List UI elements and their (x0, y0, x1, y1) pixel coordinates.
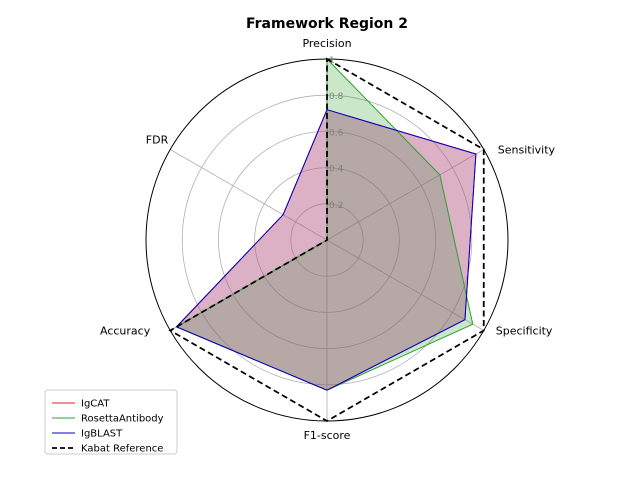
axis-label-fdr: FDR (146, 134, 169, 147)
legend-label-igblast: IgBLAST (81, 429, 123, 440)
legend: IgCAT RosettaAntibody IgBLAST Kabat Referen… (44, 389, 178, 455)
chart-title: Framework Region 2 (246, 16, 408, 32)
r-tick-label: 1 (329, 56, 335, 66)
spoke-specificity (326, 239, 484, 331)
series-area-rosettaantibody (176, 59, 473, 391)
legend-frame (44, 389, 178, 455)
radar-series (168, 57, 485, 423)
axis-label-precision: Precision (302, 37, 351, 50)
spoke-sensitivity (326, 149, 484, 241)
series-area-igcat (176, 109, 476, 391)
r-tick-label: 0.4 (329, 165, 344, 175)
r-tick-label: 0.6 (329, 128, 344, 138)
axis-label-accuracy: Accuracy (100, 325, 151, 338)
legend-label-igcat: IgCAT (81, 399, 110, 410)
series-line-igblast (175, 109, 477, 391)
series-area-igblast (176, 109, 476, 391)
r-tick-label: 0.2 (329, 201, 343, 211)
r-tick-label: 0.8 (329, 92, 344, 102)
axis-label-sensitivity: Sensitivity (498, 144, 556, 157)
spoke-fdr (170, 149, 328, 241)
axis-label-f1-score: F1-score (304, 429, 351, 442)
axis-label-specificity: Specificity (496, 325, 553, 338)
legend-label-rosettaantibody: RosettaAntibody (81, 414, 164, 425)
series-line-kabat-reference (168, 57, 485, 423)
legend-label-kabat-reference: Kabat Reference (81, 444, 163, 455)
radar-labels: Precision Sensitivity Specificity F1-score A… (100, 37, 555, 442)
